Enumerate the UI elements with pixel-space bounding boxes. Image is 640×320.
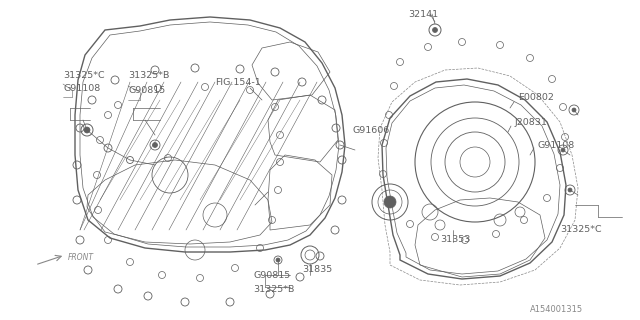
Text: G91108: G91108 (63, 84, 100, 92)
Text: 31835: 31835 (302, 266, 332, 275)
Text: 31325*B: 31325*B (253, 285, 294, 294)
Circle shape (433, 28, 438, 33)
Text: G91606: G91606 (352, 125, 389, 134)
Circle shape (561, 148, 565, 152)
Circle shape (84, 127, 90, 133)
Text: 32141: 32141 (408, 10, 438, 19)
Circle shape (276, 258, 280, 262)
Text: G90815: G90815 (128, 85, 165, 94)
Text: 31325*C: 31325*C (560, 226, 602, 235)
Circle shape (152, 142, 157, 148)
Text: FRONT: FRONT (68, 253, 94, 262)
Text: J20831: J20831 (515, 117, 548, 126)
Text: FIG.154-1: FIG.154-1 (215, 77, 260, 86)
Circle shape (568, 188, 572, 192)
Circle shape (572, 108, 576, 112)
Text: G90815: G90815 (253, 270, 291, 279)
Text: E00802: E00802 (518, 92, 554, 101)
Circle shape (384, 196, 396, 208)
Text: 31353: 31353 (440, 236, 470, 244)
Text: 31325*B: 31325*B (128, 70, 170, 79)
Text: G91108: G91108 (538, 140, 575, 149)
Text: 31325*C: 31325*C (63, 70, 104, 79)
Text: A154001315: A154001315 (530, 306, 583, 315)
